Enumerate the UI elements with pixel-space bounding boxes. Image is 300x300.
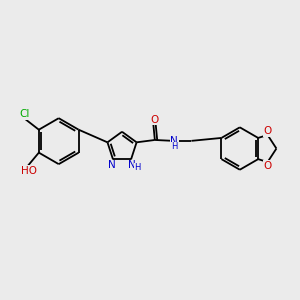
Text: H: H: [171, 142, 178, 151]
Text: N: N: [128, 160, 136, 170]
Text: H: H: [134, 163, 141, 172]
Text: O: O: [264, 126, 272, 136]
Text: O: O: [150, 115, 159, 125]
Text: N: N: [108, 160, 116, 170]
Text: O: O: [264, 161, 272, 171]
Text: Cl: Cl: [19, 109, 29, 119]
Text: HO: HO: [20, 166, 37, 176]
Text: N: N: [170, 136, 178, 146]
